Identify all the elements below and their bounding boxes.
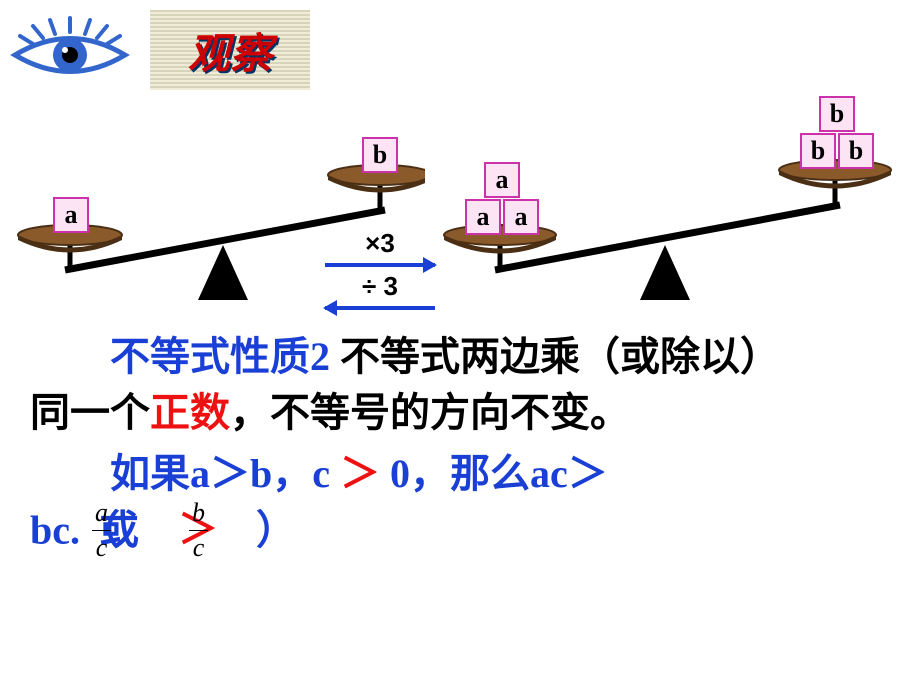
block-a: a bbox=[503, 199, 539, 235]
block-label: b bbox=[830, 99, 844, 129]
block-a: a bbox=[53, 197, 89, 233]
block-a: a bbox=[484, 162, 520, 198]
block-label: b bbox=[811, 136, 825, 166]
frac-num: b bbox=[189, 496, 208, 531]
block-label: b bbox=[373, 140, 387, 170]
block-b: b bbox=[838, 133, 874, 169]
title-text: 观察 bbox=[188, 20, 272, 81]
positive-word: 正数 bbox=[150, 390, 230, 435]
block-label: a bbox=[65, 200, 78, 230]
block-label: a bbox=[515, 202, 528, 232]
text-part: 不等式两边乘（或除以） bbox=[330, 334, 780, 379]
title-box: 观察 bbox=[150, 10, 310, 90]
frac-num: a bbox=[92, 496, 111, 531]
block-label: a bbox=[477, 202, 490, 232]
arrow-right-icon bbox=[325, 263, 435, 267]
block-b: b bbox=[800, 133, 836, 169]
formula-mid: 0，那么ac＞ bbox=[390, 451, 608, 496]
eye-icon bbox=[5, 10, 135, 95]
div-label: ÷ 3 bbox=[320, 271, 440, 302]
text-line-1: 不等式性质2 不等式两边乘（或除以） bbox=[30, 330, 900, 384]
frac-den: c bbox=[189, 531, 208, 565]
operation-arrows: ×3 ÷ 3 bbox=[320, 228, 440, 314]
slide: 观察 a b bbox=[0, 0, 920, 690]
fraction-bc: b c bbox=[189, 496, 208, 565]
block-label: a bbox=[496, 165, 509, 195]
formula-line-1: 如果a＞b，c ＞ 0，那么ac＞ bbox=[30, 448, 900, 500]
mult-label: ×3 bbox=[320, 228, 440, 259]
block-b: b bbox=[362, 137, 398, 173]
fraction-ac: a c bbox=[92, 496, 111, 565]
text-part: ，不等号的方向不变。 bbox=[230, 390, 630, 435]
property-title: 不等式性质2 bbox=[110, 334, 330, 379]
block-b: b bbox=[819, 96, 855, 132]
frac-den: c bbox=[92, 531, 111, 565]
block-label: b bbox=[849, 136, 863, 166]
formula-lead: 如果a＞b，c bbox=[110, 451, 330, 496]
formula-line-2: bc.（ a c 或 b c ＞ ） bbox=[30, 500, 900, 569]
main-text: 不等式性质2 不等式两边乘（或除以） 同一个正数，不等号的方向不变。 如果a＞b… bbox=[30, 330, 900, 569]
gt-symbol: ＞ bbox=[340, 451, 380, 496]
block-a: a bbox=[465, 199, 501, 235]
scales-area: a b a a a bbox=[0, 100, 920, 310]
text-part: 同一个 bbox=[30, 390, 150, 435]
arrow-left-icon bbox=[325, 306, 435, 310]
text-line-2: 同一个正数，不等号的方向不变。 bbox=[30, 386, 900, 440]
formula-close: ） bbox=[256, 507, 296, 552]
